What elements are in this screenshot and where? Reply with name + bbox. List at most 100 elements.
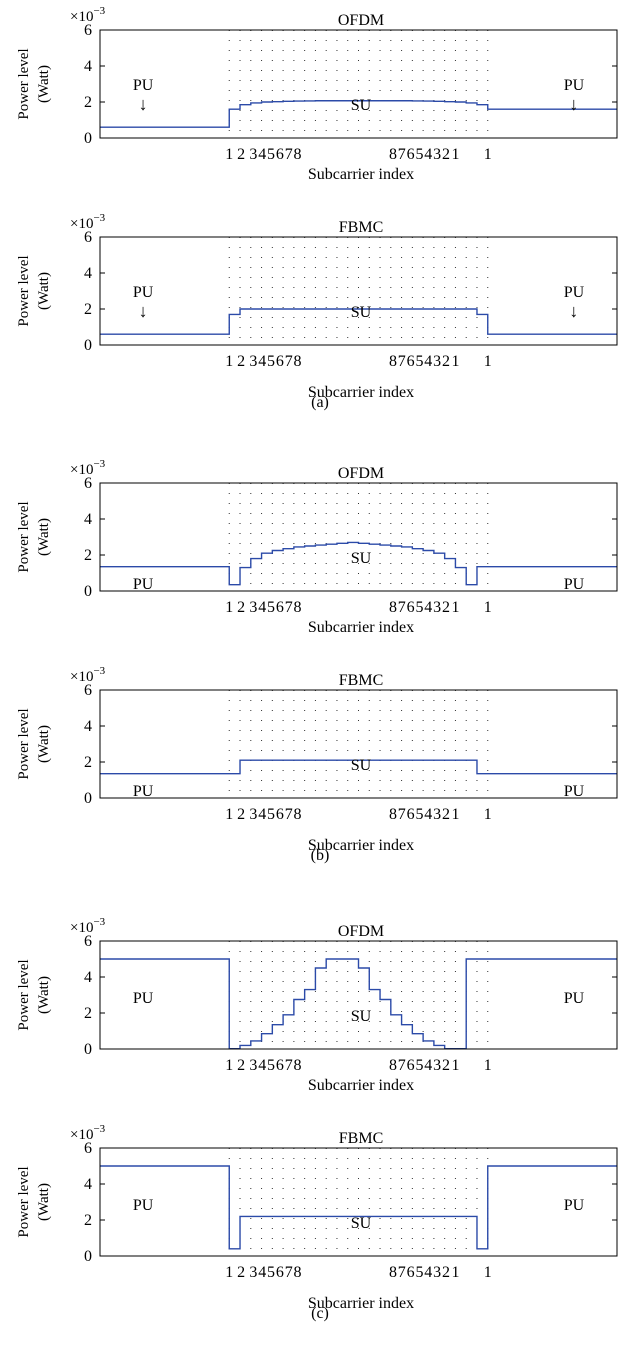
x-tick-label: 1 xyxy=(225,599,233,616)
dot-grid xyxy=(228,30,489,138)
x-tick-label: 8 xyxy=(294,1264,302,1281)
x-tick-label: 8 xyxy=(294,599,302,616)
x-tick-label: 2 xyxy=(237,1057,245,1074)
x-tick-label: 2 xyxy=(237,353,245,370)
x-tick-label: 1 xyxy=(484,806,492,823)
x-tick-label: 4 xyxy=(258,599,266,616)
x-tick-label: 1 xyxy=(225,806,233,823)
su-label: SU xyxy=(351,550,372,567)
x-tick-label: 6 xyxy=(407,1057,415,1074)
y-tick-label: 0 xyxy=(84,1248,92,1265)
axes-box xyxy=(99,689,618,799)
y-axis-label-unit: (Watt) xyxy=(36,272,52,310)
pu-label-right: PU xyxy=(564,284,585,301)
x-tick-label: 8 xyxy=(389,146,397,163)
y-axis-label: Power level xyxy=(16,708,32,779)
y-axis-label-unit: (Watt) xyxy=(36,518,52,556)
y-exponent-power: −3 xyxy=(93,916,105,928)
x-tick-label: 5 xyxy=(267,1264,275,1281)
chart-title: OFDM xyxy=(338,923,384,940)
x-tick-label: 7 xyxy=(285,146,293,163)
x-tick-label: 8 xyxy=(294,1057,302,1074)
x-tick-label: 7 xyxy=(285,599,293,616)
x-tick-label: 4 xyxy=(424,1057,432,1074)
x-tick-label: 5 xyxy=(267,146,275,163)
pu-arrow-left: ↓ xyxy=(139,94,148,114)
x-tick-label: 5 xyxy=(267,806,275,823)
x-tick-label: 5 xyxy=(415,146,423,163)
x-tick-label: 2 xyxy=(237,1264,245,1281)
power-line xyxy=(100,100,617,128)
chart-title: FBMC xyxy=(339,219,383,236)
x-tick-label: 2 xyxy=(442,353,450,370)
x-tick-label: 1 xyxy=(225,1264,233,1281)
pu-label-left: PU xyxy=(133,284,154,301)
y-exponent-label: ×10−3 xyxy=(70,916,106,936)
y-tick-label: 2 xyxy=(84,547,92,564)
axes-box xyxy=(99,29,618,139)
y-tick-label: 2 xyxy=(84,301,92,318)
x-tick-label: 1 xyxy=(451,1264,459,1281)
y-tick-label: 4 xyxy=(84,265,92,282)
x-tick-label: 7 xyxy=(285,1264,293,1281)
x-tick-label: 2 xyxy=(237,599,245,616)
x-tick-label: 3 xyxy=(249,599,257,616)
x-tick-label: 1 xyxy=(484,1264,492,1281)
x-tick-label: 8 xyxy=(389,353,397,370)
su-label: SU xyxy=(351,97,372,114)
x-tick-label: 4 xyxy=(424,146,432,163)
power-line xyxy=(100,1165,617,1250)
pu-arrow-right: ↓ xyxy=(569,301,578,321)
x-tick-label: 6 xyxy=(276,599,284,616)
y-tick-label: 4 xyxy=(84,718,92,735)
pu-label-left: PU xyxy=(133,783,154,800)
y-tick-label: 6 xyxy=(84,933,92,950)
x-tick-label: 5 xyxy=(415,1057,423,1074)
x-tick-label: 1 xyxy=(451,146,459,163)
x-tick-label: 5 xyxy=(415,353,423,370)
su-label: SU xyxy=(351,757,372,774)
x-tick-label: 5 xyxy=(267,1057,275,1074)
x-tick-label: 8 xyxy=(389,806,397,823)
x-tick-label: 7 xyxy=(398,353,406,370)
x-tick-label: 5 xyxy=(415,599,423,616)
x-axis-label: Subcarrier index xyxy=(308,619,414,636)
x-tick-label: 4 xyxy=(424,1264,432,1281)
x-tick-label: 7 xyxy=(285,1057,293,1074)
power-line xyxy=(100,541,617,586)
chart-title: OFDM xyxy=(338,12,384,29)
y-tick-label: 4 xyxy=(84,511,92,528)
axes-box xyxy=(99,1147,618,1257)
x-tick-label: 2 xyxy=(237,806,245,823)
x-tick-label: 5 xyxy=(415,1264,423,1281)
x-tick-label: 1 xyxy=(225,1057,233,1074)
pu-label-right: PU xyxy=(564,77,585,94)
x-tick-label: 7 xyxy=(285,806,293,823)
x-tick-label: 2 xyxy=(442,599,450,616)
x-tick-label: 4 xyxy=(258,1264,266,1281)
x-tick-label: 2 xyxy=(442,1057,450,1074)
panel-caption: (b) xyxy=(311,847,330,864)
y-exponent-label: ×10−3 xyxy=(70,5,106,25)
x-tick-label: 2 xyxy=(442,806,450,823)
x-tick-label: 1 xyxy=(484,599,492,616)
su-label: SU xyxy=(351,304,372,321)
y-exponent-power: −3 xyxy=(93,665,105,677)
y-tick-label: 0 xyxy=(84,583,92,600)
x-axis-label: Subcarrier index xyxy=(308,384,414,401)
su-label: SU xyxy=(351,1215,372,1232)
pu-label-left: PU xyxy=(133,77,154,94)
x-tick-label: 1 xyxy=(484,1057,492,1074)
x-tick-label: 3 xyxy=(433,1057,441,1074)
y-axis-label: Power level xyxy=(16,48,32,119)
x-tick-label: 6 xyxy=(407,353,415,370)
x-tick-label: 6 xyxy=(407,146,415,163)
power-line xyxy=(100,759,617,775)
chart-title: FBMC xyxy=(339,1130,383,1147)
dot-grid xyxy=(228,941,489,1049)
